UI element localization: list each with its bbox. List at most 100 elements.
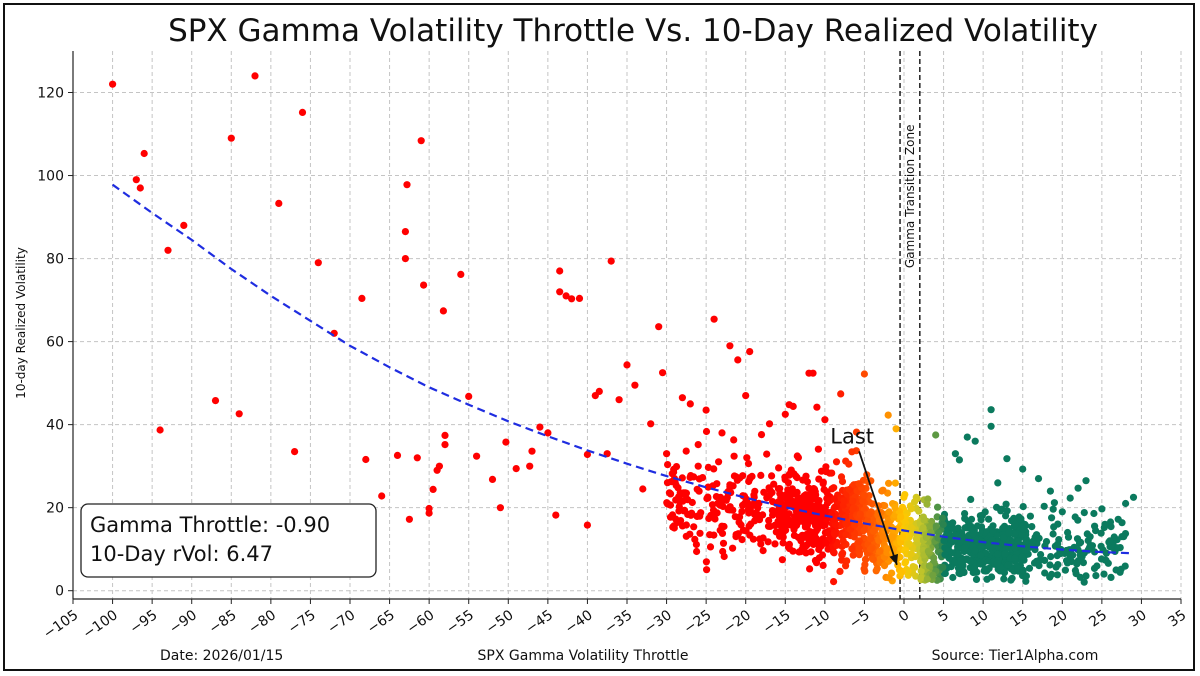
data-point <box>1000 575 1008 583</box>
data-point <box>856 521 864 529</box>
data-point <box>1118 519 1126 527</box>
data-point <box>1102 556 1110 565</box>
y-tick-label: 60 <box>46 335 64 351</box>
x-tick-label: −100 <box>80 607 121 642</box>
data-point <box>949 519 957 527</box>
data-point <box>393 451 402 459</box>
data-point <box>897 513 905 521</box>
data-point <box>814 517 822 525</box>
data-point <box>815 497 823 505</box>
data-point <box>726 342 734 350</box>
data-point <box>883 545 891 553</box>
data-point <box>885 508 893 516</box>
x-tick-label: 5 <box>935 607 951 625</box>
data-point <box>899 533 907 541</box>
data-point <box>869 527 878 535</box>
data-point <box>806 565 814 573</box>
data-point <box>842 531 850 539</box>
data-point <box>1028 523 1036 531</box>
data-point <box>848 448 856 456</box>
x-axis-label: SPX Gamma Volatility Throttle <box>478 648 689 664</box>
data-point <box>1117 565 1125 573</box>
x-tick-label: 25 <box>1086 607 1110 630</box>
data-point <box>815 538 824 546</box>
data-point <box>706 543 715 551</box>
data-point <box>907 505 915 513</box>
data-point <box>866 535 875 543</box>
data-point <box>1101 520 1109 528</box>
data-point <box>891 503 899 512</box>
data-point <box>425 504 433 513</box>
data-point <box>855 480 863 488</box>
data-point <box>688 498 696 507</box>
data-point <box>994 550 1002 559</box>
data-point <box>961 544 969 552</box>
x-tick-label: −40 <box>562 607 595 637</box>
data-point <box>583 450 592 459</box>
data-point <box>676 489 684 497</box>
data-point <box>730 452 738 460</box>
data-point <box>693 512 701 520</box>
data-point <box>885 574 893 582</box>
data-point <box>556 267 564 275</box>
data-point <box>746 348 754 356</box>
data-point <box>544 429 552 437</box>
data-point <box>764 538 772 546</box>
data-point <box>733 476 742 484</box>
data-point <box>251 72 259 80</box>
data-point <box>831 530 839 539</box>
data-point <box>1037 551 1045 559</box>
data-point <box>693 547 701 556</box>
data-point <box>536 423 544 431</box>
data-point <box>164 246 172 254</box>
x-tick-labels: −105−100 −95 −90 −85 −80 −75 −70 −65 −60 −55 −50 −4… <box>41 607 1190 642</box>
data-point <box>1002 500 1010 508</box>
data-point <box>298 108 307 116</box>
data-point <box>1090 509 1098 518</box>
data-point <box>1118 533 1126 541</box>
data-point <box>1047 553 1055 561</box>
data-point <box>682 447 690 455</box>
data-point <box>873 565 881 573</box>
data-point <box>803 541 811 549</box>
data-point <box>1022 572 1030 580</box>
chart-title: SPX Gamma Volatility Throttle Vs. 10-Day… <box>168 13 1098 49</box>
data-point <box>730 436 738 444</box>
data-point <box>917 574 925 582</box>
data-point <box>821 503 830 511</box>
data-point <box>647 420 655 428</box>
data-point <box>833 541 841 549</box>
data-point <box>702 427 711 436</box>
data-point <box>867 545 875 553</box>
fit-curve <box>111 183 1134 555</box>
data-point <box>1061 566 1069 574</box>
y-tick-labels: 0 20 40 60 80 100 120 <box>37 86 64 600</box>
data-point <box>1046 487 1054 495</box>
x-tick-label: −70 <box>325 607 358 637</box>
data-point <box>401 255 409 263</box>
data-point <box>999 524 1007 532</box>
data-point <box>815 554 823 562</box>
data-point <box>1041 556 1049 565</box>
data-point <box>1025 564 1034 572</box>
data-point <box>575 294 584 302</box>
data-point <box>794 514 803 522</box>
data-point <box>709 482 717 490</box>
x-tick-label: 20 <box>1047 607 1071 630</box>
data-point <box>925 523 934 531</box>
data-point <box>140 149 148 158</box>
data-point <box>1106 518 1115 526</box>
data-point <box>663 479 672 487</box>
axes <box>68 51 1182 604</box>
data-point <box>951 450 960 458</box>
data-point <box>759 547 767 555</box>
data-point <box>967 515 976 523</box>
data-point <box>775 464 783 472</box>
data-point <box>417 137 425 145</box>
data-point <box>1092 572 1100 580</box>
data-point <box>909 563 917 571</box>
data-point <box>781 410 789 418</box>
data-point <box>488 475 497 483</box>
data-point <box>784 479 793 487</box>
info-rvol: 10-Day rVol: 6.47 <box>90 542 273 566</box>
